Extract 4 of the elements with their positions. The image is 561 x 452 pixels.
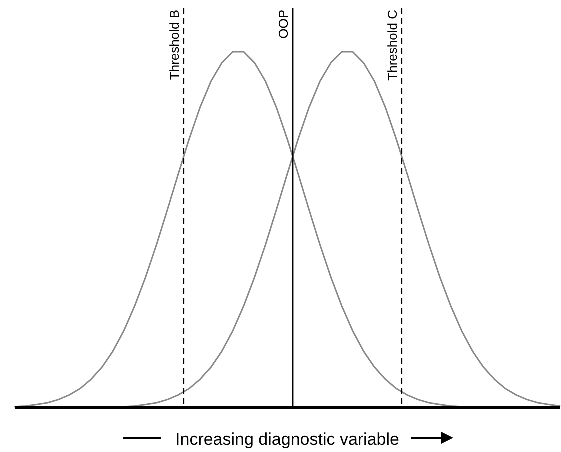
annotation: Threshold C (384, 10, 400, 81)
text: OOP (276, 10, 291, 39)
annotation: Threshold B (166, 10, 182, 80)
x-axis-title: Increasing diagnostic variable (176, 430, 400, 449)
